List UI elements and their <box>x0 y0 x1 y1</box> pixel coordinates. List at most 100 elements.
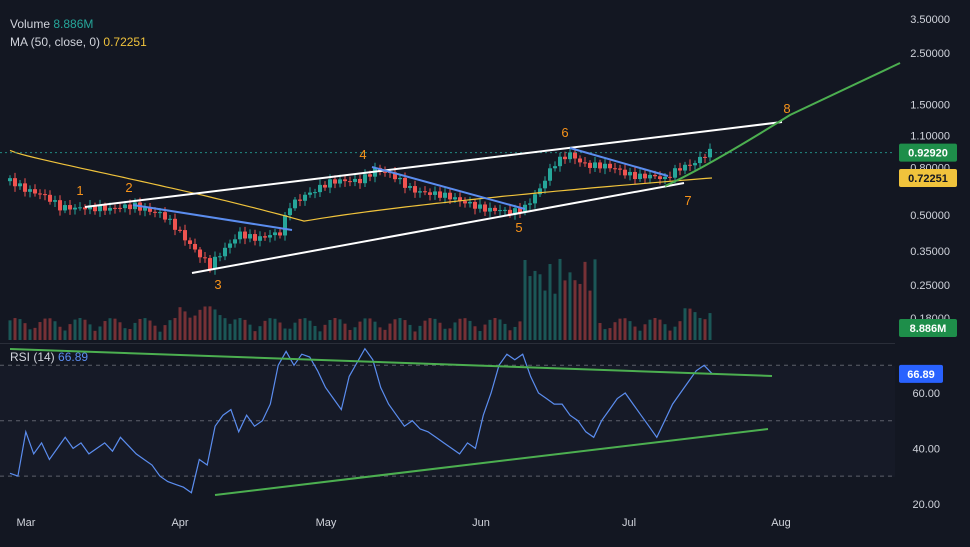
candle <box>568 152 572 160</box>
candle <box>248 234 252 239</box>
volume-bar <box>143 318 147 340</box>
price-axis-tick: 1.50000 <box>910 99 950 111</box>
volume-bar <box>438 322 442 340</box>
candle <box>268 235 272 238</box>
volume-bar <box>138 318 142 340</box>
volume-bar <box>233 319 237 340</box>
channel-upper-line <box>84 121 783 208</box>
volume-bar <box>53 321 57 340</box>
candle <box>668 176 672 178</box>
volume-bar <box>578 283 582 340</box>
last-price-tag: 0.92920 <box>899 143 957 162</box>
candle <box>513 208 517 215</box>
volume-bar <box>678 321 682 340</box>
volume-bar <box>488 319 492 340</box>
candle <box>478 204 482 209</box>
candle <box>28 189 32 192</box>
volume-bar <box>68 324 72 340</box>
time-axis-label-aug: Aug <box>771 517 791 529</box>
ma-legend-value: 0.72251 <box>103 35 147 49</box>
candle <box>563 156 567 160</box>
candle <box>678 168 682 171</box>
volume-bar <box>688 308 692 340</box>
candle <box>528 203 532 205</box>
candle <box>343 179 347 182</box>
volume-bar <box>93 330 97 340</box>
candle <box>648 174 652 179</box>
candle <box>488 207 492 212</box>
volume-bar <box>318 331 322 340</box>
wave-label-4: 4 <box>359 147 366 162</box>
volume-bar <box>693 312 697 340</box>
candle <box>493 207 497 211</box>
candle <box>68 205 72 210</box>
candle <box>98 205 102 212</box>
volume-bar <box>8 320 12 340</box>
candle <box>688 164 692 166</box>
volume-bar <box>168 320 172 340</box>
volume-tag-bg <box>899 319 957 337</box>
volume-bar <box>508 330 512 340</box>
candle <box>93 205 97 212</box>
candle <box>258 236 262 241</box>
candle <box>533 194 537 204</box>
volume-bar <box>703 319 707 340</box>
volume-bar <box>428 318 432 340</box>
candle <box>8 178 12 182</box>
candle <box>33 189 37 194</box>
volume-bar <box>223 318 227 340</box>
volume-bar <box>383 329 387 340</box>
volume-bar <box>48 318 52 340</box>
volume-bar <box>173 318 177 340</box>
volume-bar <box>468 320 472 340</box>
volume-bar <box>148 320 152 340</box>
candle <box>663 176 667 180</box>
candle <box>413 186 417 193</box>
volume-bar <box>463 318 467 340</box>
candle <box>683 164 687 171</box>
candle <box>173 218 177 230</box>
candle <box>443 192 447 198</box>
volume-bar <box>358 321 362 340</box>
volume-bar <box>13 318 17 340</box>
volume-bar <box>588 290 592 340</box>
candle <box>188 240 192 244</box>
ma-value-tag-text: 0.72251 <box>908 173 948 185</box>
candle <box>553 166 557 169</box>
wave-label-2: 2 <box>125 180 132 195</box>
wave-label-7: 7 <box>684 193 691 208</box>
volume-bar <box>353 327 357 340</box>
volume-bar <box>98 326 102 340</box>
volume-bar <box>418 325 422 340</box>
volume-bar <box>188 317 192 340</box>
volume-bar <box>203 306 207 340</box>
volume-bar <box>218 315 222 340</box>
wave-label-3: 3 <box>214 277 221 292</box>
candle <box>43 194 47 196</box>
candle <box>658 176 662 180</box>
rsi-support-line <box>214 428 769 496</box>
volume-bar <box>193 315 197 340</box>
candle <box>368 174 372 177</box>
candle <box>423 191 427 193</box>
volume-bar <box>613 322 617 340</box>
candle <box>103 205 107 211</box>
candle <box>418 191 422 193</box>
price-axis-tick: 2.50000 <box>910 48 950 60</box>
volume-bar <box>638 330 642 340</box>
candle <box>228 243 232 248</box>
volume-bar <box>178 307 182 340</box>
rsi-axis-tick: 20.00 <box>912 499 940 511</box>
volume-bar <box>18 319 22 340</box>
candle <box>543 180 547 189</box>
candle <box>313 192 317 194</box>
candle <box>73 207 77 210</box>
price-axis-tick: 0.35000 <box>910 246 950 258</box>
candle <box>293 199 297 209</box>
rsi-band <box>0 366 895 477</box>
volume-bar <box>398 318 402 340</box>
volume-bar <box>513 326 517 340</box>
candle <box>298 199 302 201</box>
rsi-value-tag: 66.89 <box>899 364 943 383</box>
